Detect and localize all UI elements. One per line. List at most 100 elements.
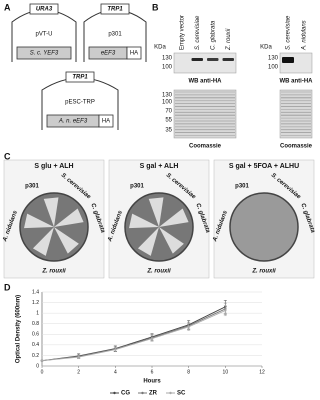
marker-box	[29, 3, 59, 15]
lane-label: S. cerevisiae	[286, 15, 292, 50]
legend-label: ZR	[149, 391, 158, 397]
growth-streak	[137, 227, 159, 256]
x-tick-label: 4	[114, 369, 117, 375]
legend-label: CG	[121, 391, 130, 397]
size-marker: 130	[162, 56, 173, 62]
data-line	[41, 310, 226, 362]
lane-label: A. nidulans	[302, 20, 308, 51]
data-point	[150, 337, 154, 340]
growth-streak	[24, 213, 54, 229]
y-tick-label: 0.4	[32, 342, 39, 348]
strain-label: Z. rouxii	[41, 269, 66, 275]
strain-label: p301	[25, 184, 39, 190]
y-tick-label: 0.2	[32, 353, 39, 359]
y-tick-label: 0.8	[32, 321, 39, 327]
y-tick-label: 0.6	[32, 332, 39, 338]
strain-label: p301	[235, 184, 249, 190]
data-point	[114, 348, 117, 351]
marker-label: TRP1	[107, 7, 123, 13]
growth-streak	[54, 227, 79, 254]
marker-label: URA3	[36, 7, 53, 13]
size-marker: 100	[268, 65, 279, 71]
tag-label: HA	[102, 119, 110, 125]
x-tick-label: 8	[187, 369, 190, 375]
lane-label: Empty vector	[179, 15, 185, 50]
data-point	[77, 355, 80, 359]
plasmid-name: p301	[108, 31, 122, 37]
size-marker: 130	[162, 93, 173, 99]
plasmid-name: pESC-TRP	[65, 99, 95, 105]
western-blot	[173, 52, 237, 74]
lane-label: C. glabrata	[210, 20, 216, 50]
marker-box	[100, 3, 130, 15]
size-marker: 130	[268, 56, 279, 62]
growth-streak	[32, 227, 54, 256]
growth-streak	[148, 197, 164, 227]
size-marker: 100	[162, 65, 173, 71]
plate-condition: S gal + ALH	[140, 163, 179, 170]
unit-label: KDa	[260, 45, 272, 51]
growth-streak	[159, 227, 184, 254]
plasmid-name: pVT-U	[35, 31, 52, 37]
size-marker: 35	[165, 128, 172, 134]
blot-band	[222, 58, 234, 61]
size-marker: 55	[165, 118, 172, 124]
insert-label: A. n. eEF3	[58, 119, 88, 125]
data-line	[41, 308, 226, 362]
growth-streak	[159, 208, 189, 227]
data-line	[41, 306, 226, 362]
x-tick-label: 0	[41, 369, 44, 375]
blot-label: WB anti-HA	[280, 79, 314, 85]
strain-label: Z. rouxii	[146, 269, 171, 275]
strain-label: Z. rouxii	[251, 269, 276, 275]
y-tick-label: 1	[36, 310, 39, 316]
y-tick-label: 1.4	[32, 289, 39, 295]
insert-label: eEF3	[101, 51, 116, 57]
plate-condition: S gal + 5FOA + ALHU	[229, 163, 299, 170]
blot-band	[191, 58, 203, 61]
coomassie-gel	[279, 89, 313, 139]
y-axis-label: Optical Density (600nm)	[16, 295, 22, 363]
blot-band	[207, 58, 219, 61]
plate	[229, 192, 299, 262]
size-marker: 100	[162, 100, 173, 106]
x-tick-label: 2	[77, 369, 80, 375]
blot-band	[282, 57, 294, 63]
legend-marker	[141, 391, 144, 395]
coomassie-gel	[173, 89, 237, 139]
gel-label: Coomassie	[280, 144, 313, 150]
panel-letter: D	[4, 282, 11, 292]
x-tick-label: 10	[223, 369, 229, 375]
growth-streak	[54, 208, 84, 227]
y-tick-label: 1.2	[32, 300, 39, 306]
tag-label: HA	[130, 51, 138, 57]
panel-letter: C	[4, 151, 11, 161]
marker-label: TRP1	[72, 75, 88, 81]
blot-label: WB anti-HA	[189, 79, 223, 85]
marker-box	[65, 71, 95, 83]
legend-marker	[169, 391, 172, 395]
insert-label: S. c. YEF3	[30, 51, 59, 57]
tag-box	[126, 46, 142, 60]
x-axis-label: Hours	[143, 379, 161, 385]
data-point	[224, 309, 227, 312]
data-point	[187, 325, 190, 329]
lane-label: Z. rouxii	[226, 28, 232, 51]
tag-box	[98, 114, 114, 128]
x-tick-label: 6	[151, 369, 154, 375]
growth-streak	[129, 213, 159, 229]
x-tick-label: 12	[259, 369, 265, 375]
insert-box	[16, 46, 72, 60]
plate-condition: S glu + ALH	[34, 163, 73, 170]
gel-label: Coomassie	[189, 144, 222, 150]
lane-label: S. cerevisiae	[195, 15, 201, 50]
unit-label: KDa	[154, 45, 166, 51]
strain-label: p301	[130, 184, 144, 190]
data-point	[40, 359, 44, 362]
size-marker: 70	[165, 109, 172, 115]
growth-streak	[43, 197, 59, 227]
panel-letter: A	[4, 2, 11, 12]
panel-letter: B	[152, 2, 159, 12]
legend-label: SC	[177, 391, 186, 397]
